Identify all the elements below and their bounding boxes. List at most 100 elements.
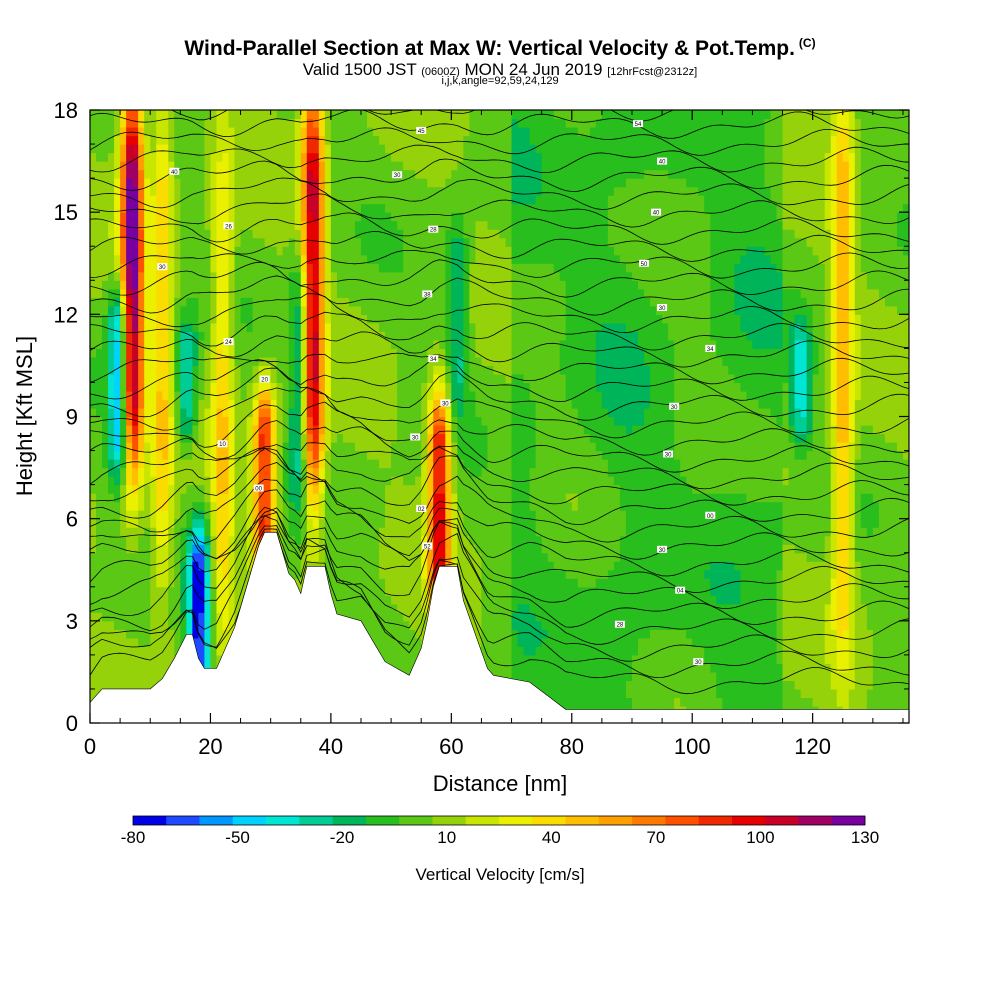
velocity-cell <box>198 152 206 162</box>
velocity-cell <box>403 552 410 562</box>
velocity-cell <box>246 382 254 392</box>
velocity-cell <box>132 399 139 409</box>
velocity-cell <box>144 220 151 230</box>
velocity-cell <box>324 493 332 503</box>
velocity-cell <box>198 552 206 562</box>
velocity-cell <box>234 510 242 520</box>
velocity-cell <box>391 654 398 664</box>
velocity-cell <box>210 280 218 290</box>
velocity-cell <box>421 416 428 426</box>
velocity-cell <box>433 110 440 120</box>
velocity-cell <box>198 501 206 511</box>
velocity-cell <box>276 416 284 426</box>
velocity-cell <box>174 510 181 520</box>
velocity-cell <box>457 203 464 213</box>
velocity-cell <box>354 442 362 452</box>
velocity-cell <box>306 110 314 120</box>
velocity-cell <box>168 297 175 307</box>
velocity-cell <box>96 288 103 298</box>
velocity-cell <box>445 237 452 247</box>
velocity-cell <box>156 339 163 349</box>
velocity-cell <box>360 467 368 477</box>
velocity-cell <box>409 467 416 477</box>
velocity-cell <box>439 416 446 426</box>
velocity-cell <box>252 254 260 264</box>
velocity-cell <box>168 220 175 230</box>
velocity-cell <box>312 450 320 460</box>
velocity-cell <box>409 569 416 579</box>
velocity-cell <box>234 254 242 264</box>
velocity-cell <box>168 390 175 401</box>
velocity-cell <box>228 407 236 418</box>
velocity-cell <box>336 535 344 545</box>
velocity-cell <box>258 425 266 435</box>
velocity-cell <box>367 595 374 605</box>
velocity-cell <box>108 535 115 545</box>
velocity-cell <box>385 186 392 196</box>
velocity-cell <box>481 203 489 213</box>
velocity-cell <box>192 237 199 247</box>
velocity-cell <box>228 373 236 384</box>
velocity-cell <box>186 433 193 443</box>
velocity-cell <box>421 484 428 494</box>
velocity-cell <box>481 433 489 443</box>
velocity-cell <box>102 646 109 656</box>
velocity-cell <box>162 561 169 571</box>
velocity-cell <box>138 518 145 528</box>
velocity-cell <box>312 484 320 494</box>
velocity-cell <box>144 280 151 290</box>
velocity-cell <box>385 382 392 392</box>
velocity-cell <box>427 152 434 162</box>
velocity-cell <box>186 510 193 520</box>
velocity-cell <box>198 118 206 128</box>
velocity-cell <box>222 510 230 520</box>
velocity-cell <box>487 484 495 494</box>
velocity-cell <box>216 654 224 664</box>
velocity-cell <box>114 484 121 494</box>
velocity-cell <box>391 629 398 639</box>
velocity-cell <box>445 425 452 435</box>
velocity-cell <box>306 212 314 222</box>
velocity-cell <box>360 510 368 520</box>
velocity-cell <box>499 612 507 622</box>
velocity-cell <box>150 305 157 315</box>
velocity-cell <box>108 161 115 171</box>
velocity-cell <box>264 297 272 307</box>
velocity-cell <box>300 271 308 281</box>
velocity-cell <box>204 569 212 579</box>
velocity-cell <box>108 331 115 341</box>
velocity-cell <box>348 161 356 171</box>
velocity-cell <box>367 612 374 622</box>
velocity-cell <box>162 595 169 605</box>
velocity-cell <box>433 322 440 332</box>
velocity-cell <box>475 246 483 256</box>
velocity-cell <box>391 484 398 494</box>
velocity-cell <box>120 535 127 545</box>
velocity-cell <box>487 476 495 486</box>
velocity-cell <box>324 220 332 230</box>
velocity-cell <box>222 544 230 554</box>
velocity-cell <box>144 118 151 128</box>
velocity-cell <box>403 578 410 588</box>
velocity-cell <box>264 467 272 477</box>
velocity-cell <box>210 407 218 418</box>
velocity-cell <box>246 493 254 503</box>
velocity-cell <box>367 501 374 511</box>
velocity-cell <box>96 263 103 273</box>
velocity-cell <box>300 331 308 341</box>
velocity-cell <box>385 433 392 443</box>
velocity-cell <box>391 603 398 613</box>
velocity-cell <box>168 263 175 273</box>
velocity-cell <box>385 348 392 358</box>
velocity-cell <box>174 637 181 647</box>
velocity-cell <box>373 518 380 528</box>
velocity-cell <box>270 152 278 162</box>
velocity-cell <box>204 229 212 239</box>
velocity-cell <box>180 476 187 486</box>
velocity-cell <box>150 314 157 324</box>
velocity-cell <box>240 186 248 196</box>
velocity-cell <box>360 459 368 469</box>
velocity-cell <box>156 271 163 281</box>
velocity-cell <box>487 186 495 196</box>
velocity-cell <box>192 399 199 409</box>
